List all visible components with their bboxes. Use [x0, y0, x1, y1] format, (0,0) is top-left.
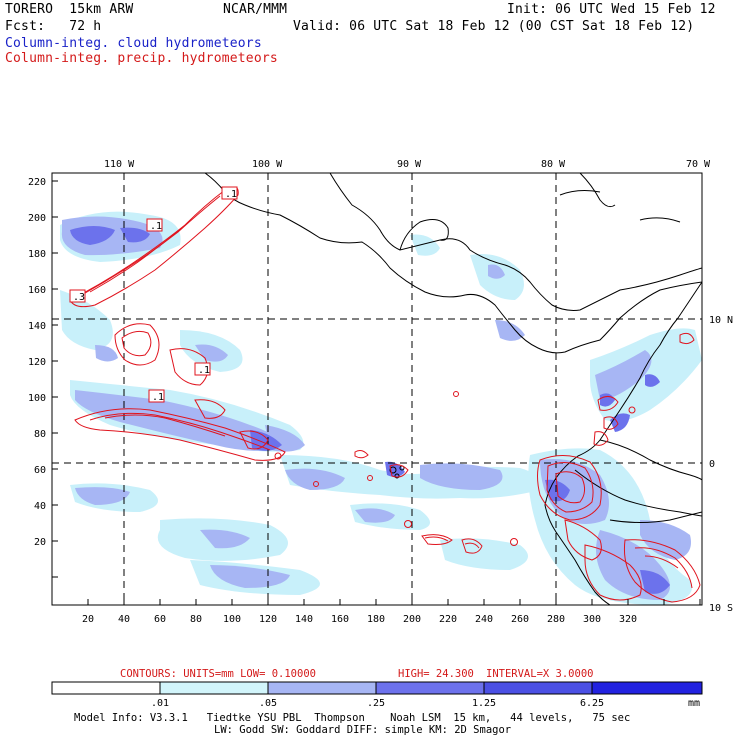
colorbar-segment	[591, 681, 703, 695]
lon-label: 110 W	[104, 159, 135, 170]
x-tick-label: 160	[331, 614, 349, 625]
contour-high: HIGH= 24.300	[398, 668, 474, 680]
x-tick-marks	[87, 599, 701, 605]
x-tick-label: 100	[223, 614, 241, 625]
x-tick-label: 320	[619, 614, 637, 625]
field-precip-label: Column-integ. precip. hydrometeors	[5, 51, 278, 66]
x-tick-label: 300	[583, 614, 601, 625]
y-tick-label: 60	[34, 465, 46, 476]
lon-label: 100 W	[252, 159, 283, 170]
x-tick-label: 80	[190, 614, 202, 625]
colorbar-label: .01	[151, 698, 169, 709]
model-physics: LW: Godd SW: Goddard DIFF: simple KM: 2D…	[214, 724, 512, 736]
contour-units: CONTOURS: UNITS=mm LOW= 0.10000	[120, 668, 316, 680]
lon-label: 90 W	[397, 159, 422, 170]
colorbar-label: 1.25	[472, 698, 496, 709]
contour-label-group: .1 .1 .3 .1 .1	[69, 186, 238, 403]
y-tick-marks	[52, 180, 58, 578]
contour-label: .1	[146, 218, 163, 232]
x-tick-label: 40	[118, 614, 130, 625]
forecast-hour: Fcst: 72 h	[5, 19, 102, 34]
y-tick-label: 40	[34, 501, 46, 512]
valid-time: Valid: 06 UTC Sat 18 Feb 12 (00 CST Sat …	[293, 19, 695, 34]
contour-label: .3	[69, 289, 86, 303]
svg-text:.1: .1	[198, 365, 210, 376]
lat-label: 0	[709, 459, 715, 470]
graticule	[52, 173, 702, 605]
lon-label: 80 W	[541, 159, 566, 170]
svg-text:.3: .3	[73, 292, 85, 303]
colorbar-segment	[159, 681, 269, 695]
colorbar-segment	[51, 681, 161, 695]
colorbar-segment	[267, 681, 377, 695]
x-tick-label: 60	[154, 614, 166, 625]
contour-label: .1	[194, 362, 211, 376]
y-tick-label: 100	[28, 393, 46, 404]
x-tick-label: 20	[82, 614, 94, 625]
y-tick-label: 20	[34, 537, 46, 548]
colorbar-label: .25	[367, 698, 385, 709]
y-tick-label: 220	[28, 177, 46, 188]
x-tick-label: 280	[547, 614, 565, 625]
x-tick-label: 180	[367, 614, 385, 625]
colorbar-unit: mm	[688, 698, 700, 709]
x-tick-label: 200	[403, 614, 421, 625]
precip-contours	[69, 186, 701, 603]
y-tick-label: 180	[28, 249, 46, 260]
x-tick-label: 260	[511, 614, 529, 625]
colorbar-segment	[375, 681, 485, 695]
y-tick-label: 140	[28, 321, 46, 332]
init-time: Init: 06 UTC Wed 15 Feb 12	[507, 2, 716, 17]
model-title: TORERO 15km ARW	[5, 2, 134, 17]
colorbar-label: .05	[259, 698, 277, 709]
colorbar-label: 6.25	[580, 698, 604, 709]
lon-label: 70 W	[686, 159, 711, 170]
svg-text:.1: .1	[152, 392, 164, 403]
y-tick-label: 200	[28, 213, 46, 224]
svg-text:.1: .1	[225, 189, 237, 200]
contour-interval: INTERVAL=X 3.0000	[486, 668, 593, 680]
contour-label: .1	[221, 186, 238, 200]
lat-label: 10 S	[709, 603, 733, 614]
y-tick-label: 160	[28, 285, 46, 296]
y-tick-label: 80	[34, 429, 46, 440]
x-tick-label: 220	[439, 614, 457, 625]
x-tick-label: 240	[475, 614, 493, 625]
colorbar-segment	[483, 681, 593, 695]
lat-label: 10 N	[709, 315, 733, 326]
svg-text:.1: .1	[150, 221, 162, 232]
model-info: Model Info: V3.3.1 Tiedtke YSU PBL Thomp…	[74, 712, 631, 724]
organization: NCAR/MMM	[223, 2, 288, 17]
field-cloud-label: Column-integ. cloud hydrometeors	[5, 36, 262, 51]
x-tick-label: 120	[259, 614, 277, 625]
coastlines	[204, 173, 702, 605]
colorbar	[51, 681, 703, 695]
contour-label: .1	[148, 389, 165, 403]
map-frame	[51, 172, 703, 606]
cloud-shading	[60, 211, 702, 605]
x-tick-label: 140	[295, 614, 313, 625]
y-tick-label: 120	[28, 357, 46, 368]
